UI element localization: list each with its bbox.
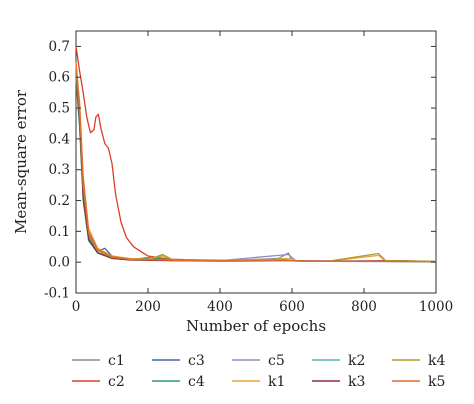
x-tick-label: 200 bbox=[135, 299, 161, 315]
y-tick-label: 0.4 bbox=[49, 131, 70, 147]
series-layer bbox=[75, 46, 437, 263]
legend-label-k2: k2 bbox=[348, 353, 365, 369]
series-line-c5 bbox=[75, 67, 437, 262]
y-tick-label: 0.7 bbox=[49, 39, 70, 55]
series-line-k3 bbox=[75, 71, 437, 263]
legend-label-c5: c5 bbox=[268, 353, 285, 369]
x-axis-title: Number of epochs bbox=[186, 317, 326, 335]
legend-label-c3: c3 bbox=[188, 353, 205, 369]
x-tick-label: 800 bbox=[351, 299, 377, 315]
legend-label-c2: c2 bbox=[108, 374, 125, 390]
series-line-c3 bbox=[75, 71, 437, 263]
legend-label-c1: c1 bbox=[108, 353, 125, 369]
y-tick-label: 0.0 bbox=[49, 255, 70, 271]
legend-label-c4: c4 bbox=[188, 374, 205, 390]
series-line-k1 bbox=[75, 64, 437, 262]
x-tick-label: 600 bbox=[279, 299, 305, 315]
series-line-c2 bbox=[75, 46, 436, 262]
legend-label-k5: k5 bbox=[428, 374, 445, 390]
legend-label-k1: k1 bbox=[268, 374, 285, 390]
series-line-c4 bbox=[75, 77, 437, 263]
legend-label-k3: k3 bbox=[348, 374, 365, 390]
series-line-k4 bbox=[75, 67, 437, 262]
legend: c1 c2 c3 c4 c5 k1 k2 k3 k4 k5 bbox=[72, 353, 445, 390]
x-tick-label: 400 bbox=[207, 299, 233, 315]
legend-label-k4: k4 bbox=[428, 353, 445, 369]
y-tick-label: 0.5 bbox=[49, 101, 70, 117]
series-line-k2 bbox=[75, 74, 437, 263]
y-tick-label: -0.1 bbox=[44, 286, 70, 302]
x-tick-label: 0 bbox=[72, 299, 81, 315]
y-axis-ticks: -0.1 0.0 0.1 0.2 0.3 0.4 0.5 0.6 0.7 bbox=[44, 39, 436, 302]
plot-frame bbox=[75, 30, 437, 294]
y-tick-label: 0.3 bbox=[49, 162, 70, 178]
x-tick-label: 1000 bbox=[419, 299, 453, 315]
y-axis-title: Mean-square error bbox=[12, 89, 30, 234]
series-line-k5 bbox=[75, 61, 437, 263]
y-tick-label: 0.1 bbox=[49, 224, 70, 240]
series-line-c1 bbox=[75, 77, 436, 263]
y-tick-label: 0.6 bbox=[49, 70, 70, 86]
x-axis-ticks: 0 200 400 600 800 1000 bbox=[72, 31, 453, 315]
y-tick-label: 0.2 bbox=[49, 193, 70, 209]
